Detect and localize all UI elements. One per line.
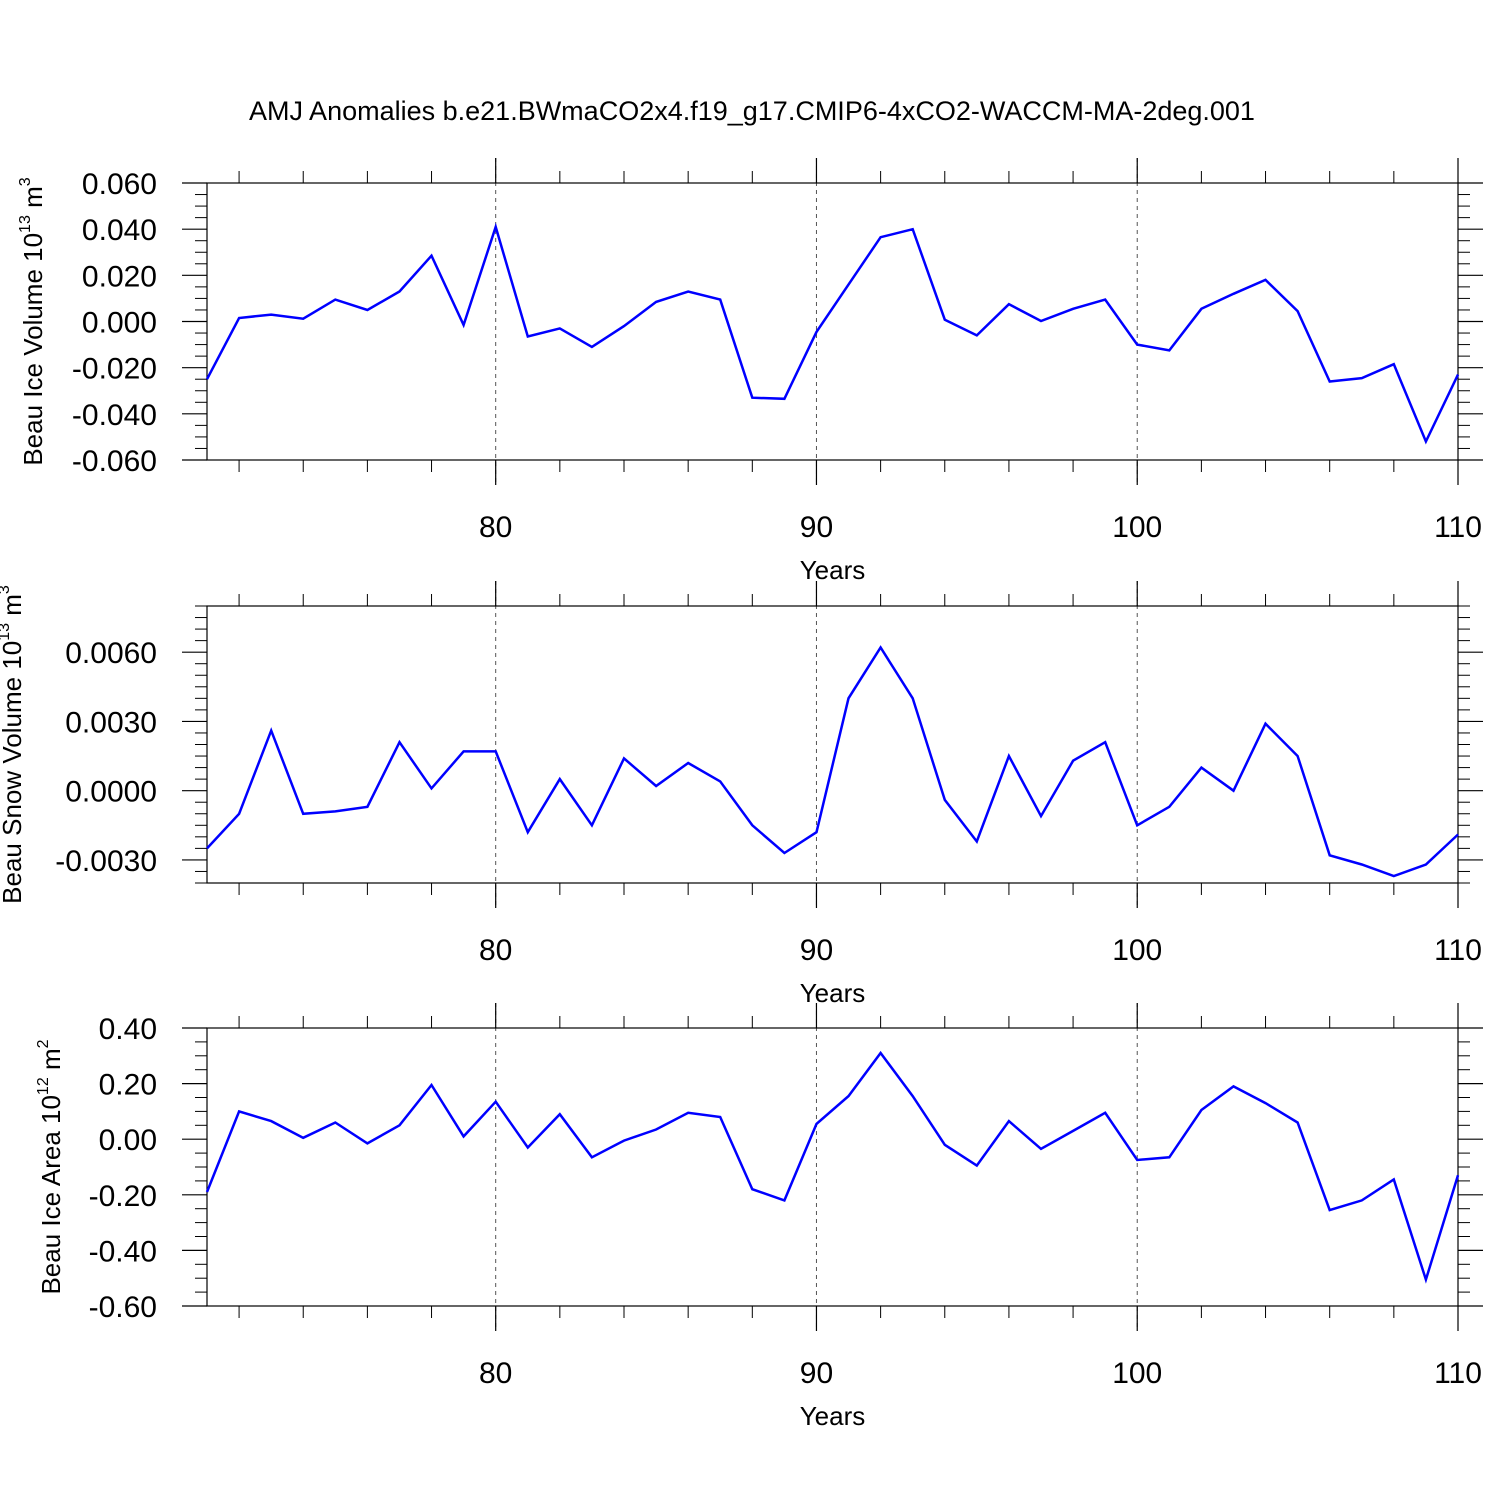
x-tick-label: 80 [479, 511, 512, 544]
y-tick-label: -0.0030 [55, 845, 157, 878]
y-axis-label-unit: m [18, 186, 48, 215]
y-tick-label: 0.020 [82, 260, 157, 293]
y-axis-label-exponent: 13 [0, 623, 13, 641]
x-tick-label: 110 [1434, 511, 1482, 544]
x-tick-label: 80 [479, 1357, 512, 1390]
y-tick-label: -0.20 [89, 1180, 157, 1213]
series-line [205, 1050, 1460, 1284]
y-tick-label: -0.60 [89, 1291, 157, 1324]
y-tick-label: 0.40 [99, 1013, 157, 1046]
x-tick-label: 100 [1112, 1357, 1162, 1390]
x-axis-label: Years [800, 978, 866, 1008]
plot-frame [206, 182, 1459, 461]
x-tick-label: 90 [800, 511, 833, 544]
x-axis-label: Years [800, 555, 866, 585]
y-tick-label: 0.0030 [65, 706, 157, 739]
y-axis-label: Beau Ice Volume 1013 m3 [17, 177, 48, 465]
y-axis-label-text: Beau Snow Volume 10 [0, 641, 27, 904]
series-line [206, 645, 1459, 878]
x-axis-label: Years [800, 1401, 866, 1431]
y-axis-label-exponent: 13 [17, 215, 34, 233]
x-tick-label: 110 [1434, 934, 1482, 967]
y-axis-label-unit: m [0, 594, 27, 623]
x-tick-label: 110 [1434, 1357, 1482, 1390]
x-tick-label: 100 [1112, 511, 1162, 544]
y-axis-label-unit-exponent: 3 [0, 585, 13, 594]
y-tick-label: -0.060 [72, 445, 157, 478]
panel-2: -0.0030 0.0000 0.0030 0.0060 80 90 100 110 Years… [0, 581, 1483, 1008]
y-tick-label: 0.20 [99, 1069, 157, 1102]
x-tick-label: 90 [800, 934, 833, 967]
y-tick-label: 0.060 [82, 168, 157, 201]
y-tick-label: 0.0060 [65, 637, 157, 670]
y-tick-label: 0.000 [82, 307, 157, 340]
x-tick-label: 100 [1112, 934, 1162, 967]
x-tick-label: 80 [479, 934, 512, 967]
panel-3: -0.60 -0.40 -0.20 0.00 0.20 0.40 80 90 100 110 Yea… [35, 1003, 1483, 1431]
y-axis-label-unit-exponent: 3 [17, 177, 34, 186]
y-axis-label: Beau Ice Area 1012 m2 [35, 1039, 66, 1294]
y-tick-label: -0.020 [72, 353, 157, 386]
panels: -0.060 -0.040 -0.020 0.000 0.020 0.040 0.060 80… [0, 158, 1483, 1431]
x-tick-label: 90 [800, 1357, 833, 1390]
figure-title: AMJ Anomalies b.e21.BWmaCO2x4.f19_g17.CM… [249, 96, 1255, 126]
y-axis-label: Beau Snow Volume 1013 m3 [0, 585, 27, 904]
series-line [205, 222, 1460, 445]
y-tick-label: -0.040 [72, 399, 157, 432]
y-axis-label-text: Beau Ice Area 10 [36, 1095, 66, 1294]
plot-frame [206, 1027, 1459, 1307]
y-axis-label-unit: m [36, 1048, 66, 1077]
y-tick-label: 0.0000 [65, 776, 157, 809]
y-axis-label-unit-exponent: 2 [35, 1039, 52, 1048]
y-tick-label: 0.040 [82, 214, 157, 247]
plot-frame [206, 605, 1459, 884]
panel-1: -0.060 -0.040 -0.020 0.000 0.020 0.040 0.060 80… [17, 158, 1483, 585]
y-axis-label-text: Beau Ice Volume 10 [18, 233, 48, 466]
y-axis-label-exponent: 12 [35, 1077, 52, 1095]
y-tick-label: -0.40 [89, 1235, 157, 1268]
y-tick-label: 0.00 [99, 1124, 157, 1157]
